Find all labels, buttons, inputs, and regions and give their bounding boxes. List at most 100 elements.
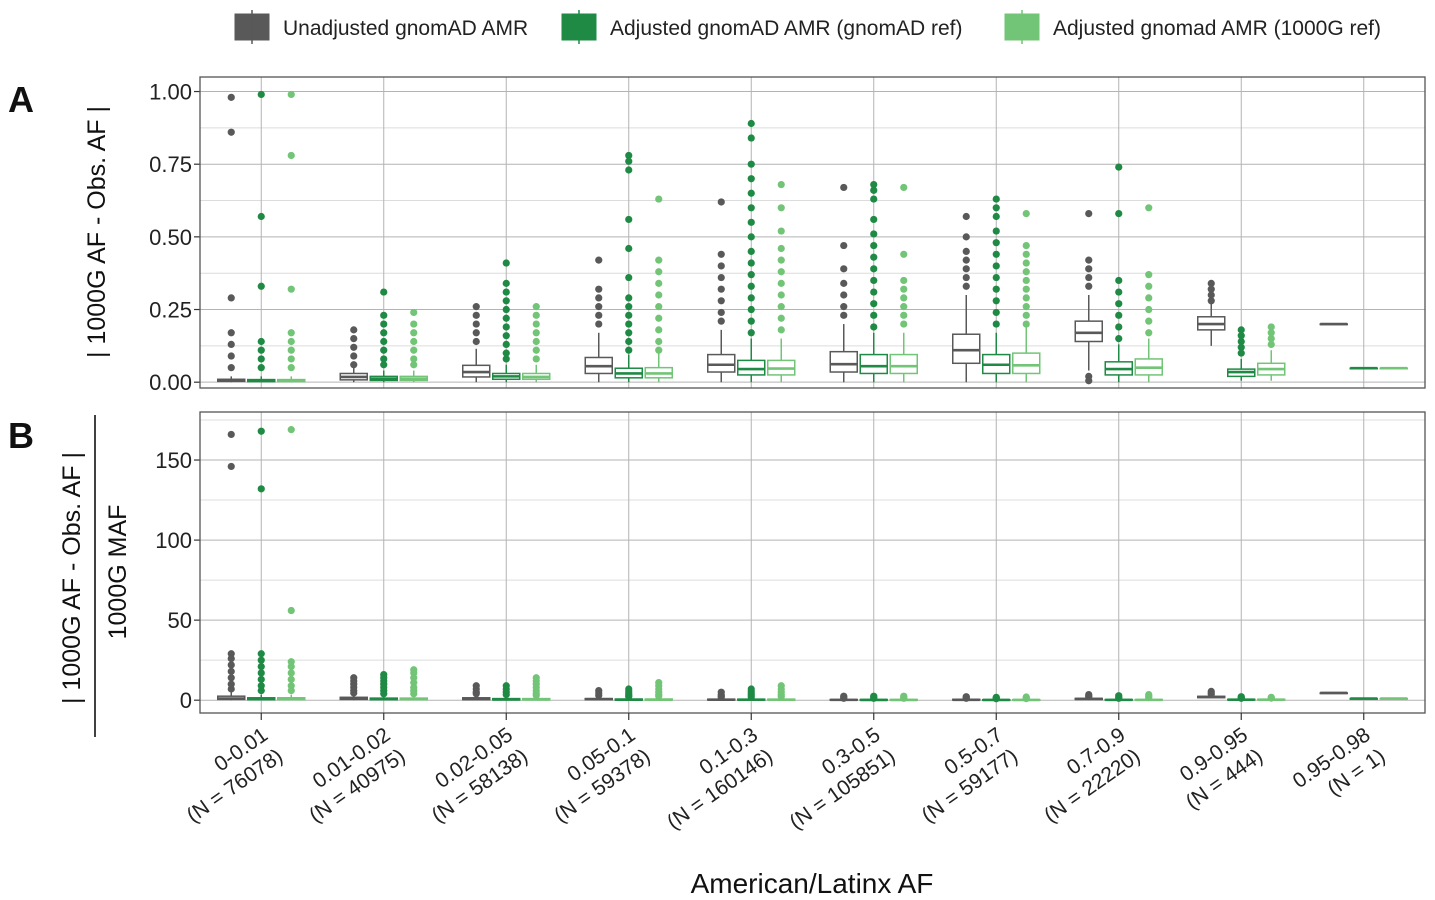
outlier-point [287, 606, 295, 615]
box-adjusted-gnomad-ref-2 [492, 682, 521, 701]
outlier-point [532, 329, 540, 337]
outlier-point [1022, 311, 1030, 319]
outlier-point [992, 285, 1000, 293]
outlier-point [992, 320, 1000, 328]
outlier-point [227, 93, 235, 101]
outlier-point [992, 204, 1000, 212]
outlier-point [840, 291, 848, 299]
outlier-point [625, 303, 633, 311]
outlier-point [1267, 334, 1275, 343]
outlier-point [350, 334, 358, 343]
outlier-point [595, 256, 603, 264]
outlier-point [472, 320, 480, 328]
box-unadjusted-6 [952, 212, 981, 383]
box-unadjusted-9 [1319, 322, 1348, 326]
panel-letter-b: B [8, 415, 34, 456]
outlier-point [992, 227, 1000, 235]
panel-a-y-tick-label: 0.25 [149, 298, 192, 323]
outlier-point [900, 183, 908, 192]
outlier-point [1085, 377, 1093, 385]
outlier-point [350, 352, 358, 360]
outlier-point [595, 311, 603, 319]
box-unadjusted-0 [217, 93, 246, 383]
outlier-point [655, 346, 663, 354]
outlier-point [625, 244, 633, 253]
outlier-point [287, 364, 295, 372]
outlier-point [227, 294, 235, 302]
outlier-point [502, 259, 510, 267]
box-unadjusted-7 [1074, 690, 1103, 701]
outlier-point [870, 311, 878, 319]
box-adjusted-1000g-ref-1 [399, 308, 428, 383]
panel-b-y-axis-label-denominator: 1000G MAF [104, 505, 132, 640]
box-iqr [1012, 352, 1041, 375]
outlier-point [1022, 320, 1030, 328]
box-unadjusted-2 [462, 303, 491, 383]
box-adjusted-1000g-ref-2 [522, 674, 551, 701]
outlier-point [380, 311, 388, 319]
box-adjusted-gnomad-ref-7 [1104, 163, 1133, 383]
outlier-point [777, 314, 785, 322]
x-category-label: 0.02-0.05(N = 58138) [413, 723, 532, 827]
outlier-point [1145, 305, 1153, 314]
outlier-point [227, 430, 235, 439]
outlier-point [532, 355, 540, 363]
outlier-point [287, 355, 295, 363]
outlier-point [962, 282, 970, 290]
outlier-point [655, 326, 663, 334]
outlier-point [625, 346, 633, 354]
box-adjusted-gnomad-ref-8 [1227, 326, 1256, 381]
outlier-point [900, 285, 908, 293]
box-adjusted-gnomad-ref-1 [369, 288, 398, 383]
outlier-point [227, 462, 235, 471]
box-adjusted-1000g-ref-9 [1379, 697, 1408, 700]
outlier-point [1022, 276, 1030, 285]
box-adjusted-1000g-ref-9 [1379, 366, 1408, 370]
outlier-point [380, 329, 388, 337]
panel-b: 0 50 100 150 [155, 411, 1426, 714]
box-adjusted-1000g-ref-6 [1012, 693, 1041, 703]
outlier-point [287, 662, 295, 671]
outlier-point [840, 279, 848, 287]
box-adjusted-1000g-ref-6 [1012, 210, 1041, 383]
box-unadjusted-2 [462, 682, 491, 701]
outlier-point [287, 285, 295, 293]
outlier-point [747, 329, 755, 337]
box-adjusted-gnomad-ref-3 [614, 151, 643, 383]
outlier-point [472, 311, 480, 319]
box-unadjusted-4 [707, 198, 736, 383]
outlier-point [410, 329, 418, 337]
panel-a-y-tick-label: 0.00 [149, 370, 192, 395]
box-iqr [1074, 320, 1103, 343]
box-adjusted-gnomad-ref-0 [247, 427, 276, 701]
outlier-point [350, 326, 358, 334]
outlier-point [870, 180, 878, 189]
outlier-point [380, 337, 388, 346]
outlier-point [840, 311, 848, 319]
outlier-point [1022, 250, 1030, 258]
box-unadjusted-4 [707, 688, 736, 702]
outlier-point [1022, 303, 1030, 311]
outlier-point [502, 288, 510, 296]
outlier-point [717, 285, 725, 293]
outlier-point [747, 204, 755, 212]
outlier-point [625, 157, 633, 165]
outlier-point [1085, 282, 1093, 290]
outlier-point [287, 151, 295, 160]
outlier-point [532, 311, 540, 319]
outlier-point [747, 294, 755, 302]
outlier-point [900, 294, 908, 302]
outlier-point [1145, 329, 1153, 337]
outlier-point [870, 230, 878, 238]
box-unadjusted-7 [1074, 210, 1103, 385]
outlier-point [992, 297, 1000, 305]
outlier-point [257, 656, 265, 664]
box-adjusted-gnomad-ref-3 [614, 685, 643, 702]
outlier-point [655, 692, 663, 700]
outlier-point [532, 320, 540, 328]
panel-a-series-unadjusted [217, 93, 1348, 385]
panel-b-series-adjusted-1000g-ref [277, 426, 1408, 703]
x-category-label: 0.95-0.98(N = 1) [1289, 723, 1390, 814]
box-unadjusted-8 [1197, 279, 1226, 346]
